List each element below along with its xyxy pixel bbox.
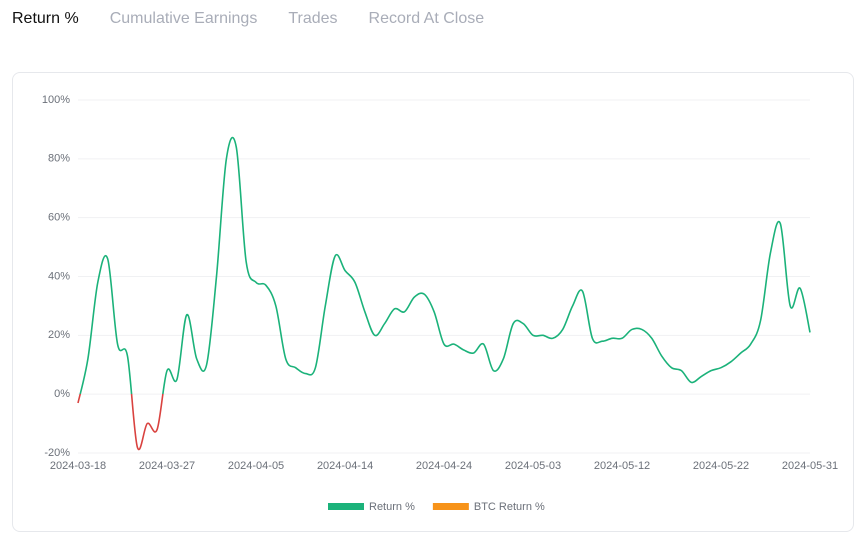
legend-label: BTC Return % — [474, 501, 545, 513]
y-tick-label: 40% — [48, 270, 70, 282]
x-tick-label: 2024-03-18 — [50, 460, 106, 472]
x-tick-label: 2024-03-27 — [139, 460, 195, 472]
x-tick-label: 2024-05-12 — [594, 460, 650, 472]
tab[interactable]: Return % — [12, 10, 79, 27]
chart-card — [12, 72, 854, 532]
line — [77, 136, 811, 451]
y-tick-label: 80% — [48, 153, 70, 165]
legend-label: Return % — [369, 501, 415, 513]
x-tick-label: 2024-04-05 — [228, 460, 284, 472]
y-tick-label: 20% — [48, 329, 70, 341]
x-tick-label: 2024-05-03 — [505, 460, 561, 472]
legend-swatch — [432, 503, 469, 510]
x-tick-label: 2024-05-22 — [693, 460, 749, 472]
y-tick-label: 100% — [42, 94, 70, 106]
tab[interactable]: Record At Close — [368, 10, 485, 27]
tab-bar: Return % Cumulative Earnings Trades Reco… — [12, 10, 484, 28]
tab[interactable]: Cumulative Earnings — [109, 10, 258, 27]
x-tick-label: 2024-05-31 — [782, 460, 838, 472]
x-tick-label: 2024-04-24 — [416, 460, 472, 472]
y-tick-label: -20% — [44, 447, 70, 459]
x-tick-label: 2024-04-14 — [317, 460, 373, 472]
y-tick-label: 60% — [48, 212, 70, 224]
tab[interactable]: Trades — [288, 10, 338, 27]
legend-swatch — [328, 503, 364, 510]
y-tick-label: 0% — [54, 388, 70, 400]
